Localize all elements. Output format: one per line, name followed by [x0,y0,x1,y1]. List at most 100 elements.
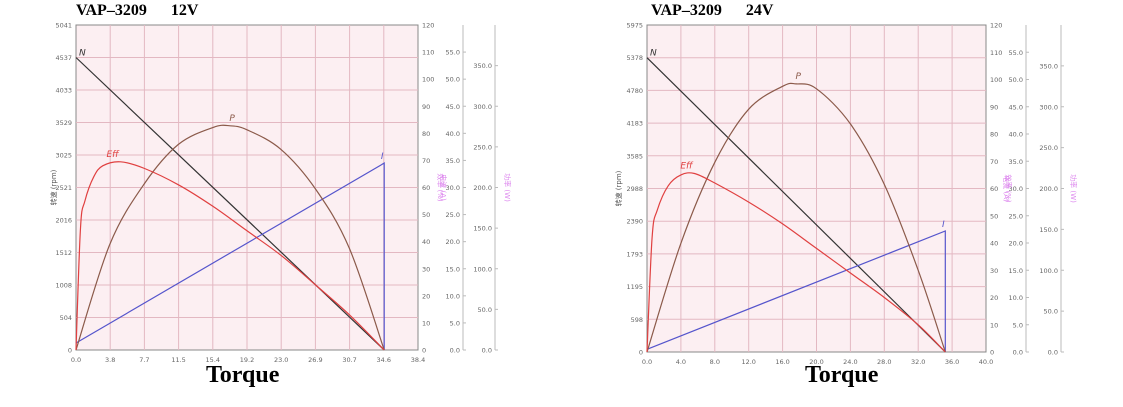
x-tick-label: 38.4 [411,356,425,364]
x-tick-label: 12.0 [741,358,755,366]
y4-tick-label: 300.0 [473,103,492,111]
x-tick-label: 20.0 [809,358,823,366]
y4-tick-label: 350.0 [1039,62,1058,70]
x-tick-label: 8.0 [710,358,720,366]
y3-tick-label: 50.0 [1009,76,1023,84]
series-label-n: N [650,49,657,59]
y2-axis-label: 效率 (%) [436,173,445,202]
y2-tick-label: 70 [990,158,998,166]
y4-tick-label: 150.0 [473,225,492,233]
y4-tick-label: 350.0 [473,62,492,70]
y3-tick-label: 40.0 [446,130,460,138]
series-label-i: I [942,220,945,230]
y2-tick-label: 30 [422,265,430,273]
x-tick-label: 24.0 [843,358,857,366]
x-tick-label: 34.6 [377,356,391,364]
y2-tick-label: 40 [422,238,430,246]
x-tick-label: 32.0 [911,358,925,366]
y4-tick-label: 250.0 [473,143,492,151]
chart-svg-24v: 0.0 4.0 8.0 12.0 16.0 20.0 24.0 28.0 32.0 36.0 40.… [614,22,1078,367]
y3-tick-label: 15.0 [1009,267,1023,275]
y2-tick-label: 0 [422,347,426,355]
y-tick-label: 4183 [626,120,643,128]
y-tick-label: 2521 [55,184,72,192]
chart-panel-24v: VAP–3209 24V 0.0 4.0 8.0 12.0 16.0 20.0 24.0 28… [565,0,1105,407]
y2-tick-label: 80 [990,131,998,139]
y4-tick-label: 100.0 [473,265,492,273]
y-tick-label: 3529 [55,119,72,127]
y3-tick-label: 10.0 [446,292,460,300]
y2-tick-label: 40 [990,240,998,248]
x-tick-label: 3.8 [105,356,115,364]
y-tick-label: 1512 [55,249,72,257]
x-tick-label: 4.0 [676,358,686,366]
y2-tick-label: 10 [990,321,998,329]
x-tick-label: 7.7 [139,356,149,364]
chart-panel-12v: VAP–3209 12V 0.0 3.8 7.7 11.5 15.4 19.2 23.0 26… [0,0,540,407]
series-line-i [75,162,385,350]
y2-axis-label: 效率 (%) [1004,174,1013,203]
chart-svg-12v: 0.0 3.8 7.7 11.5 15.4 19.2 23.0 26.9 30.7 34.6 38.… [49,22,512,365]
x-tick-label: 23.0 [274,356,288,364]
y-tick-label: 4780 [626,87,643,95]
y4-axis-label: 功率 (W) [503,173,512,202]
x-tick-label: 0.0 [71,356,81,364]
y-tick-label: 598 [631,316,643,324]
y-tick-label: 3025 [55,152,72,160]
x-tick-label: 36.0 [945,358,959,366]
y3-tick-label: 30.0 [1009,185,1023,193]
y-tick-label: 1008 [55,282,72,290]
y4-tick-label: 0.0 [482,347,492,355]
series-label-p: P [795,72,801,82]
series-line-n [646,57,946,353]
y-tick-label: 5041 [55,22,72,30]
series-label-p: P [229,114,235,124]
y3-tick-label: 45.0 [1009,103,1023,111]
y2-tick-label: 120 [990,22,1002,30]
y4-tick-label: 0.0 [1048,349,1058,357]
series-label-eff: Eff [680,162,694,172]
y3-tick-label: 45.0 [446,103,460,111]
series-line-n [75,57,385,351]
y3-tick-label: 35.0 [1009,158,1023,166]
y2-tick-label: 50 [422,211,430,219]
x-tick-label: 26.9 [308,356,322,364]
x-tick-label: 40.0 [979,358,993,366]
y4-tick-label: 250.0 [1039,144,1058,152]
y-tick-label: 5378 [626,54,643,62]
y3-tick-label: 40.0 [1009,131,1023,139]
y2-tick-label: 20 [422,292,430,300]
y-tick-label: 4033 [55,87,72,95]
y3-tick-label: 0.0 [450,347,460,355]
y2-tick-label: 100 [422,76,434,84]
y-axis-label: 转速 (rpm) [614,170,623,206]
y3-tick-label: 5.0 [1013,321,1023,329]
x-tick-label: 30.7 [342,356,356,364]
y4-tick-label: 200.0 [1039,185,1058,193]
y-tick-label: 2016 [55,217,72,225]
series-label-n: N [79,48,86,58]
y2-tick-label: 90 [990,103,998,111]
y3-tick-label: 0.0 [1013,349,1023,357]
series-line-p [646,82,946,353]
x-tick-label: 28.0 [877,358,891,366]
y4-tick-label: 200.0 [473,184,492,192]
y-tick-label: 0 [639,349,643,357]
series-line-p [75,124,385,351]
series-line-i [646,230,946,352]
series-line-eff [646,172,946,353]
y2-tick-label: 60 [990,185,998,193]
y-tick-label: 504 [60,314,72,322]
y2-tick-label: 30 [990,267,998,275]
series-label-i: I [381,152,384,162]
chart-title: VAP–3209 12V [76,2,199,19]
x-tick-label: 11.5 [171,356,185,364]
y3-tick-label: 55.0 [446,49,460,57]
y4-tick-label: 100.0 [1039,267,1058,275]
x-tick-label: 19.2 [240,356,254,364]
y-tick-label: 1793 [626,250,643,258]
y-axis-label: 转速 (rpm) [49,169,58,205]
y3-tick-label: 50.0 [446,76,460,84]
y2-tick-label: 20 [990,294,998,302]
x-tick-label: 15.4 [206,356,220,364]
